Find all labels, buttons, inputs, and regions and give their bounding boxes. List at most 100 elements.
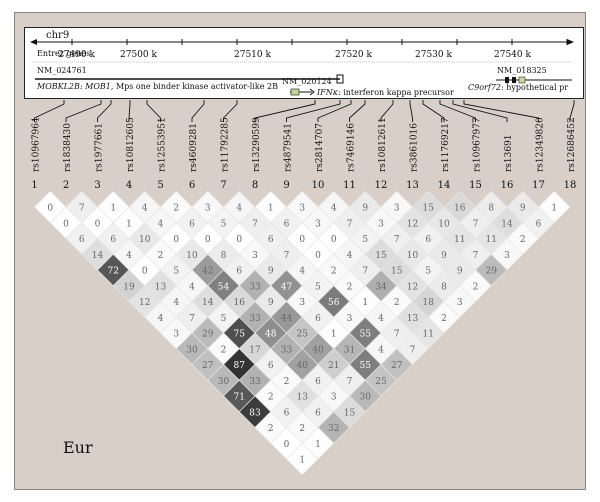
ld-value: 21 — [328, 361, 339, 371]
ld-value: 7 — [252, 219, 258, 229]
snp-number: 1 — [31, 180, 37, 191]
ld-value: 3 — [378, 219, 384, 229]
ld-value: 10 — [139, 235, 151, 245]
ld-value: 71 — [234, 393, 245, 403]
snp-label: rs1977661 — [95, 123, 105, 172]
ld-value: 11 — [423, 330, 434, 340]
ld-value: 10 — [186, 251, 198, 261]
snp-connector — [380, 100, 394, 122]
ld-value: 7 — [410, 345, 416, 355]
ld-value: 2 — [347, 282, 353, 292]
snp-connector — [34, 100, 65, 122]
ruler-label: 27520 k — [335, 50, 372, 60]
snp-connector — [146, 100, 161, 122]
ld-matrix: 0 7 1 4 2 3 4 1 3 4 9 3 15 16 8 9 10 0 1 4 6 5 7 6 3 7 3 12 10 7 14 66 6… — [34, 190, 571, 476]
ld-value: 7 — [79, 204, 85, 214]
ld-value: 5 — [221, 314, 227, 324]
snp-number: 6 — [189, 180, 195, 191]
ld-value: 30 — [186, 345, 198, 355]
snp-connector — [254, 100, 316, 122]
snp-number: 10 — [312, 180, 325, 191]
ld-value: 3 — [394, 204, 400, 214]
snp-label: rs11769217 — [441, 117, 451, 172]
ld-value: 3 — [252, 251, 258, 261]
ld-value: 3 — [315, 219, 321, 229]
snp-label: rs13691 — [504, 134, 514, 172]
ld-value: 13 — [297, 393, 309, 403]
ld-value: 0 — [142, 267, 148, 277]
ld-value: 2 — [394, 298, 400, 308]
ld-value: 33 — [249, 377, 261, 387]
ruler-label: 27540 k — [494, 50, 531, 60]
ld-value: 8 — [221, 251, 227, 261]
ld-value: 17 — [249, 345, 261, 355]
snp-label: rs12553951 — [158, 117, 168, 172]
population-label: Eur — [63, 438, 93, 457]
ld-value: 8 — [441, 282, 447, 292]
snp-number: 15 — [469, 180, 482, 191]
snp-label: rs13290599 — [252, 117, 262, 172]
snp-label: rs10967977 — [473, 117, 483, 172]
ld-value: 31 — [344, 345, 355, 355]
ld-value: 4 — [142, 204, 148, 214]
snp-label: rs3861016 — [410, 123, 420, 172]
snp-connector — [569, 100, 575, 122]
ld-value: 47 — [281, 282, 293, 292]
ld-value: 6 — [284, 219, 290, 229]
ld-value: 55 — [360, 330, 372, 340]
ld-value: 12 — [407, 219, 418, 229]
ld-value: 34 — [375, 282, 387, 292]
snp-number: 7 — [220, 180, 226, 191]
ld-value: 4 — [236, 204, 242, 214]
ld-value: 7 — [189, 314, 195, 324]
ruler: chr9 Entrez genes 27490 k 27500 k 27510 k 2… — [30, 30, 574, 63]
gene-accession-mobkl2b: NM_024761 — [37, 66, 87, 75]
ld-value: 29 — [202, 330, 214, 340]
ld-value: 1 — [268, 204, 274, 214]
ld-value: 4 — [158, 314, 164, 324]
ld-value: 4 — [378, 314, 384, 324]
snp-label: rs7469146 — [347, 123, 357, 172]
ld-value: 6 — [315, 377, 321, 387]
ld-value: 0 — [315, 251, 321, 261]
snp-label: rs12349820 — [536, 117, 546, 172]
ld-value: 7 — [394, 330, 400, 340]
ld-value: 6 — [79, 235, 85, 245]
snp-number: 9 — [283, 180, 289, 191]
ld-value: 7 — [473, 251, 479, 261]
ld-value: 16 — [234, 298, 246, 308]
ld-value: 3 — [504, 251, 510, 261]
ld-value: 15 — [423, 204, 435, 214]
ld-value: 72 — [108, 267, 119, 277]
ld-value: 0 — [205, 235, 211, 245]
ld-value: 2 — [299, 424, 305, 434]
gene-symbol-c9orf72: C9orf72: hypothetical pr — [468, 83, 568, 92]
snp-label: rs10967964 — [32, 117, 42, 172]
ld-value: 2 — [520, 235, 526, 245]
ld-value: 0 — [284, 440, 290, 450]
snp-number: 17 — [532, 180, 545, 191]
snp-labels: rs10967964 1 rs1838430 2 rs1977661 3 rs1081260… — [31, 117, 577, 191]
ld-value: 5 — [362, 235, 368, 245]
ld-value: 11 — [486, 235, 497, 245]
snp-label: rs11792285 — [221, 117, 231, 172]
snp-connector — [452, 100, 508, 122]
ruler-label: 27490 k — [58, 50, 95, 60]
ld-value: 6 — [268, 361, 274, 371]
ld-value: 33 — [281, 345, 293, 355]
ld-value: 6 — [236, 267, 242, 277]
snp-number: 11 — [343, 180, 356, 191]
snp-number: 5 — [157, 180, 163, 191]
ld-value: 2 — [173, 204, 179, 214]
ld-value: 2 — [473, 282, 479, 292]
snp-number: 16 — [501, 180, 514, 191]
ld-value: 18 — [423, 298, 435, 308]
ld-value: 33 — [249, 282, 261, 292]
mobkl2b-exon — [336, 74, 344, 84]
snp-connector — [223, 100, 238, 122]
ld-value: 6 — [315, 314, 321, 324]
snp-connector — [65, 100, 102, 122]
ld-value: 48 — [265, 330, 277, 340]
ld-value: 7 — [347, 377, 353, 387]
ld-value: 2 — [441, 314, 447, 324]
